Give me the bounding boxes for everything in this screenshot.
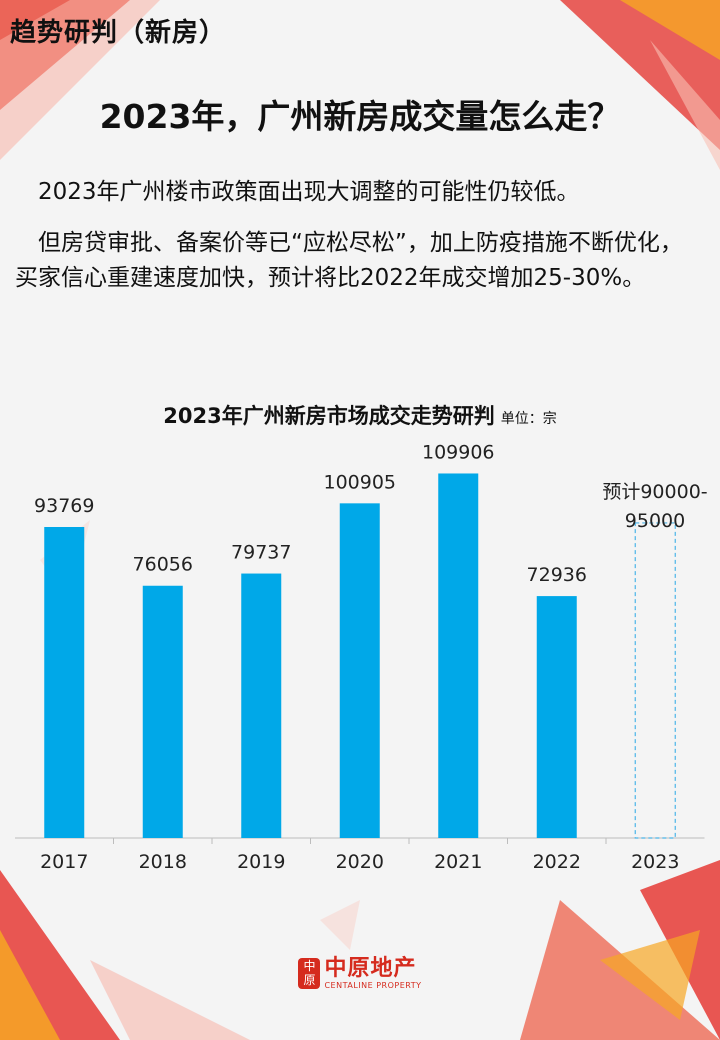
forecast-label: 预计90000-95000 — [602, 481, 708, 532]
x-tick-label-2020: 2020 — [336, 851, 384, 873]
bar-2020 — [339, 503, 380, 838]
value-label-2018: 76056 — [133, 554, 193, 576]
brand-logo: 中原 中原地产 CENTALINE PROPERTY — [0, 955, 720, 991]
page-title: 2023年，广州新房成交量怎么走？ — [99, 97, 621, 136]
chart-title-block: 2023年广州新房市场成交走势研判 单位：宗 — [0, 400, 720, 430]
value-label-2022: 72936 — [527, 564, 587, 586]
bar-2022 — [536, 596, 577, 838]
x-tick-label-2023: 2023 — [631, 851, 679, 873]
logo-name-cn: 中原地产 — [324, 955, 417, 981]
x-tick-label-2018: 2018 — [139, 851, 187, 873]
value-label-2020: 100905 — [323, 471, 396, 493]
bar-2018 — [142, 585, 183, 838]
paragraph-1: 2023年广州楼市政策面出现大调整的可能性仍较低。 — [38, 179, 580, 205]
bar-chart: 93769 2017 76056 2018 79737 2019 100905 2020 109… — [15, 441, 705, 873]
section-label: 趋势研判（新房） — [10, 18, 227, 48]
logo-name-en: CENTALINE PROPERTY — [324, 980, 422, 990]
paragraph-2: 但房贷审批、备案价等已“应松尽松”，加上防疫措施不断优化，买家信心重建速度加快，… — [15, 230, 683, 291]
bar-2017 — [44, 526, 85, 838]
value-label-2021: 109906 — [422, 441, 495, 463]
bar-2021 — [438, 473, 479, 838]
chart-title: 2023年广州新房市场成交走势研判 — [163, 404, 495, 428]
value-label-2019: 79737 — [231, 542, 291, 564]
bar-2019 — [241, 573, 282, 838]
x-tick-label-2019: 2019 — [237, 851, 285, 873]
x-tick-label-2017: 2017 — [40, 851, 88, 873]
chart-unit: 单位：宗 — [500, 411, 557, 427]
forecast-bar-2023 — [634, 522, 676, 839]
x-tick-label-2021: 2021 — [434, 851, 482, 873]
value-label-2017: 93769 — [34, 495, 94, 517]
x-tick-label-2022: 2022 — [533, 851, 581, 873]
logo-seal: 中原 — [298, 958, 321, 989]
